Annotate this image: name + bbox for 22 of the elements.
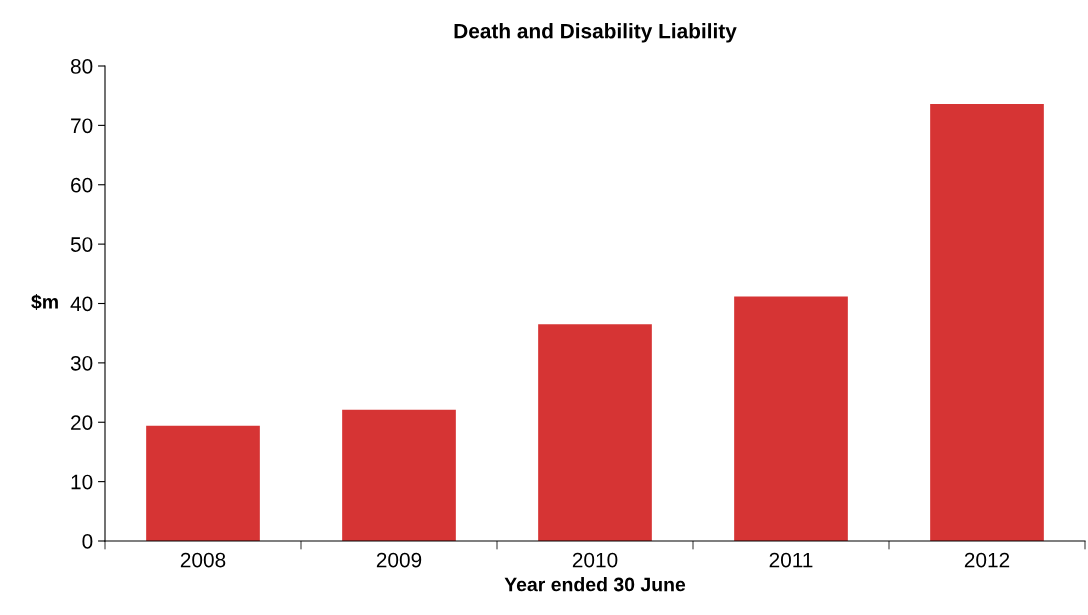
y-tick-label: 60 bbox=[71, 177, 93, 193]
x-axis-title: Year ended 30 June bbox=[504, 577, 686, 592]
bar bbox=[538, 324, 652, 541]
y-tick-label: 20 bbox=[71, 415, 93, 430]
y-tick-label: 70 bbox=[71, 118, 93, 134]
y-tick-label: 10 bbox=[71, 474, 93, 490]
x-tick-label: 2009 bbox=[376, 552, 422, 568]
x-tick-label: 2008 bbox=[180, 552, 226, 568]
bar bbox=[930, 104, 1044, 541]
x-tick-label: 2012 bbox=[964, 552, 1010, 568]
bar bbox=[342, 409, 456, 541]
y-tick-label: 50 bbox=[70, 237, 93, 252]
chart-title: Death and Disability Liability bbox=[454, 23, 737, 43]
y-tick-label: 80 bbox=[70, 59, 93, 74]
x-tick-label: 2011 bbox=[769, 552, 813, 568]
bar bbox=[146, 425, 260, 541]
x-tick-label: 2010 bbox=[572, 552, 618, 568]
y-tick-label: 30 bbox=[70, 355, 93, 371]
y-axis-title: $m bbox=[31, 294, 58, 310]
y-tick-label: 40 bbox=[70, 296, 93, 312]
y-tick-label: 0 bbox=[82, 534, 93, 549]
bar bbox=[734, 296, 848, 541]
